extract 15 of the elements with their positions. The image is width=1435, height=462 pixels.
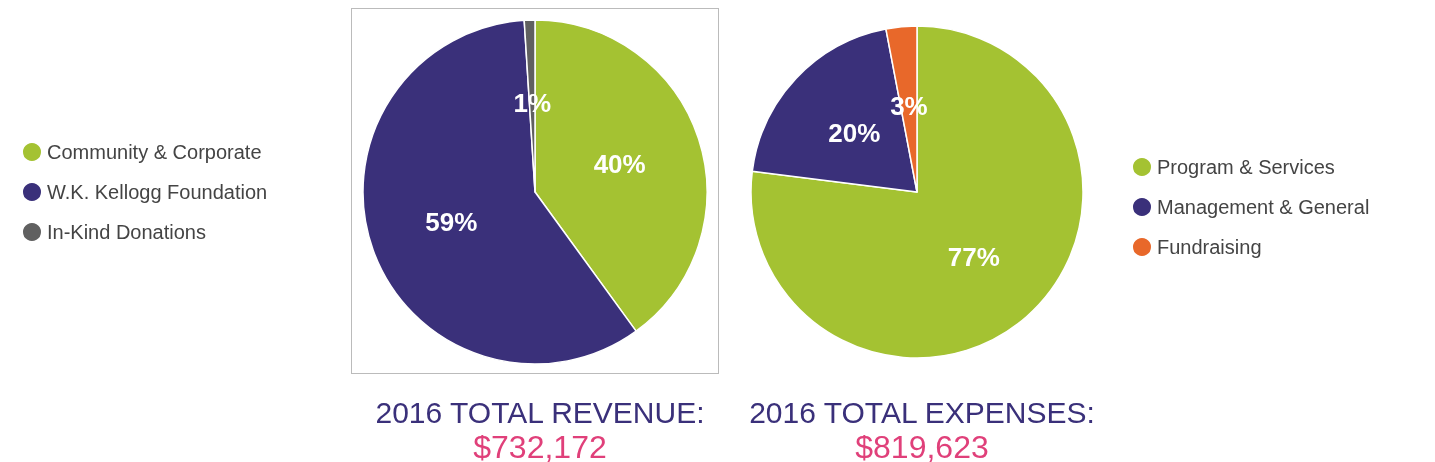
data-label: 20%	[828, 118, 881, 149]
legend-label: Fundraising	[1157, 236, 1262, 258]
legend-label: W.K. Kellogg Foundation	[47, 181, 268, 203]
legend-label: Program & Services	[1157, 156, 1335, 178]
legend-label: Management & General	[1157, 196, 1370, 218]
data-label: 77%	[947, 241, 1000, 272]
text: $819,623	[855, 429, 989, 462]
data-label: 59%	[425, 207, 478, 238]
legend-label: In-Kind Donations	[47, 221, 206, 243]
text: 2016 TOTAL REVENUE:	[375, 395, 705, 429]
data-label: 40%	[593, 149, 646, 180]
legend-label: Community & Corporate	[47, 141, 262, 163]
text: 2016 TOTAL EXPENSES:	[749, 395, 1095, 429]
text: $732,172	[473, 429, 607, 462]
data-label: 1%	[513, 88, 551, 119]
